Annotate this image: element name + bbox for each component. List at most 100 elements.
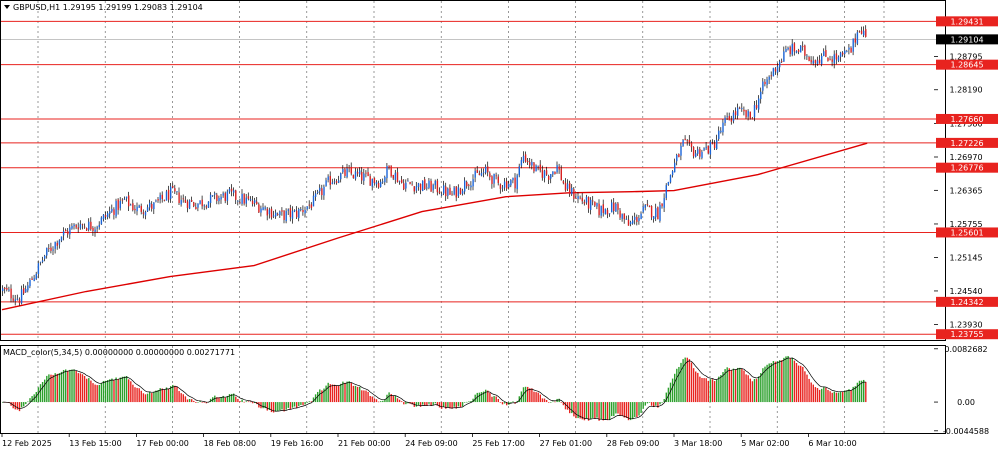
macd-bar (485, 389, 487, 403)
macd-bar (650, 402, 653, 406)
candle-body (140, 205, 142, 212)
candle-body (537, 165, 539, 167)
candle-body (369, 176, 371, 186)
candle-body (386, 165, 388, 179)
macd-bar (296, 402, 298, 408)
candle-body (678, 154, 680, 158)
candle-body (283, 210, 285, 220)
macd-bar (58, 373, 61, 403)
candle-body (690, 142, 693, 148)
macd-bar (359, 386, 361, 403)
macd-bar (371, 396, 373, 403)
macd-bar (808, 378, 810, 403)
macd-bar (415, 402, 418, 407)
candle-body (14, 299, 16, 302)
candle-body (319, 187, 321, 192)
candle-body (203, 205, 205, 207)
candle-body (516, 175, 518, 190)
macd-bar (806, 374, 808, 403)
candle-body (338, 180, 340, 183)
candle-body (852, 38, 854, 52)
macd-bar (814, 387, 817, 403)
candle-body (657, 207, 659, 220)
candle-body (90, 221, 92, 230)
macd-bar (247, 401, 250, 403)
candle-body (774, 68, 777, 72)
candle-body (846, 51, 848, 52)
candle-body (52, 249, 54, 251)
macd-bar (548, 402, 550, 403)
chevron-down-icon[interactable] (4, 5, 10, 9)
price-tick-label: 1.28190 (949, 86, 982, 95)
macd-bar (140, 390, 142, 403)
price-tag-label: 1.27660 (950, 115, 983, 124)
candle-body (787, 47, 789, 50)
candle-body (323, 186, 325, 196)
macd-bar (510, 402, 512, 404)
macd-bar (661, 402, 663, 403)
candle-body (823, 51, 825, 57)
candle-body (464, 180, 466, 192)
candle-body (472, 179, 474, 187)
candle-body (646, 204, 649, 205)
candle-body (157, 199, 159, 201)
price-tick-label: 1.26365 (949, 186, 982, 195)
candle-body (18, 299, 21, 304)
candle-body (10, 288, 12, 299)
macd-bar (839, 391, 842, 403)
candle-body (705, 146, 707, 149)
macd-bar (449, 402, 451, 409)
candle-body (302, 209, 304, 213)
macd-bar (524, 386, 527, 403)
macd-bar (440, 402, 443, 409)
macd-bar (170, 386, 172, 403)
price-tag (936, 59, 998, 70)
candle-body (600, 205, 602, 216)
macd-bar (640, 402, 642, 413)
macd-bar (71, 369, 73, 403)
macd-bar (130, 381, 132, 403)
candle-body (377, 183, 380, 188)
macd-bar (753, 379, 756, 403)
candle-body (415, 186, 418, 191)
candle-body (789, 46, 791, 55)
macd-bar (648, 402, 651, 403)
candle-body (58, 240, 61, 245)
price-tag-label: 1.28645 (950, 61, 983, 70)
time-tick-label: 3 Mar 18:00 (674, 439, 722, 448)
macd-bar (533, 391, 535, 403)
candle-body (312, 195, 315, 207)
candle-body (438, 191, 441, 194)
macd-bar (856, 382, 859, 403)
candle-body (825, 50, 827, 57)
macd-bar (818, 389, 821, 403)
macd-bar (73, 369, 75, 403)
macd-bar (550, 402, 552, 403)
candle-body (638, 218, 640, 221)
macd-bar (178, 391, 180, 403)
macd-bar (390, 394, 392, 403)
candle-body (113, 209, 115, 215)
candle-body (791, 43, 793, 55)
macd-bar (419, 402, 422, 407)
macd-bar (537, 392, 539, 403)
macd-bar (79, 373, 82, 403)
macd-bar (375, 399, 378, 403)
macd-bar (39, 384, 42, 403)
candle-body (482, 172, 485, 173)
macd-bar (737, 367, 739, 403)
macd-bar (755, 379, 758, 403)
candle-body (802, 46, 804, 48)
candle-body (153, 202, 155, 210)
macd-bar (627, 402, 630, 421)
macd-bar (394, 395, 397, 403)
candle-body (417, 183, 420, 188)
candle-body (821, 55, 823, 65)
candle-body (86, 228, 88, 231)
macd-bar (123, 376, 126, 403)
candle-body (272, 215, 275, 217)
macd-bar (277, 402, 279, 412)
candle-body (205, 206, 208, 208)
